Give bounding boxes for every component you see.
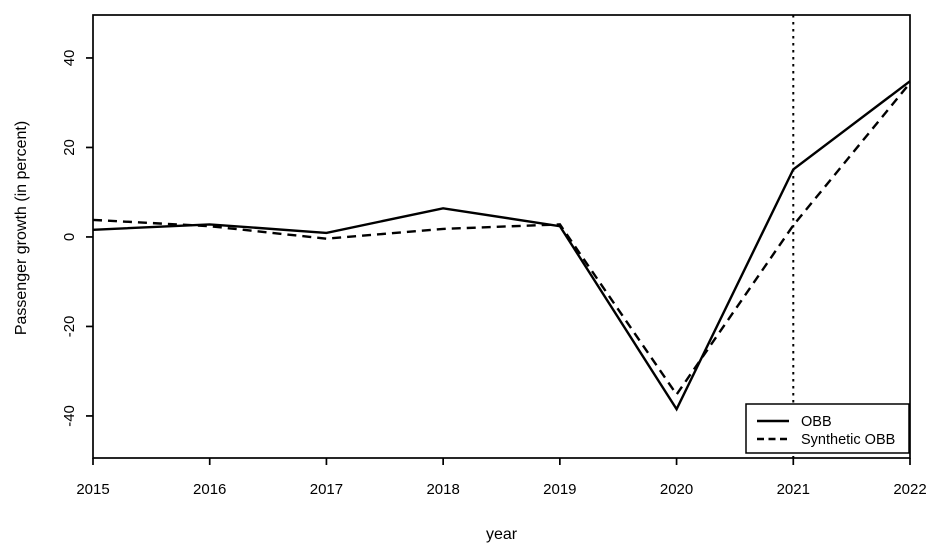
x-tick-label: 2019 — [543, 481, 576, 498]
series-line-synthetic-obb — [92, 82, 911, 397]
series-line-obb — [92, 80, 911, 412]
y-tick-label: -20 — [61, 316, 78, 338]
legend-box — [745, 403, 910, 454]
y-tick-label: -40 — [61, 405, 78, 427]
y-tick-label: 40 — [61, 50, 78, 67]
legend-label-obb: OBB — [801, 414, 832, 430]
x-tick-label: 2018 — [426, 481, 459, 498]
x-tick-label: 2015 — [76, 481, 109, 498]
x-axis-title: year — [486, 526, 518, 543]
y-tick-label: 0 — [61, 233, 78, 241]
y-tick-label: 20 — [61, 139, 78, 156]
x-tick-label: 2020 — [660, 481, 693, 498]
legend: OBB Synthetic OBB — [745, 403, 910, 454]
x-tick-label: 2022 — [893, 481, 926, 498]
y-axis-title: Passenger growth (in percent) — [13, 121, 30, 335]
legend-label-synthetic-obb: Synthetic OBB — [801, 432, 895, 448]
x-tick-label: 2017 — [310, 481, 343, 498]
x-tick-label: 2021 — [777, 481, 810, 498]
plot-border — [92, 14, 911, 459]
x-tick-label: 2016 — [193, 481, 226, 498]
